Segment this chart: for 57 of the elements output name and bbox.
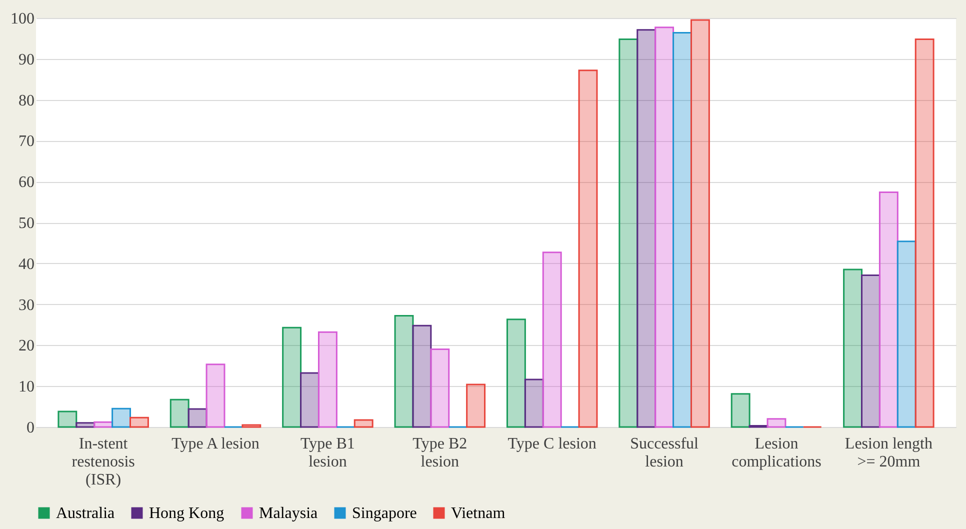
bar — [318, 331, 338, 428]
y-tick-label: 70 — [18, 133, 34, 150]
bar — [730, 393, 750, 428]
bar — [618, 38, 638, 428]
y-tick-label: 0 — [26, 420, 34, 436]
x-tick-label: Type B1 lesion — [300, 436, 355, 470]
bar — [506, 318, 526, 428]
y-tick-label: 60 — [18, 174, 34, 192]
bar — [466, 384, 486, 428]
bar — [58, 410, 78, 428]
bar — [94, 421, 114, 428]
bar — [843, 268, 863, 428]
y-tick-label: 50 — [18, 215, 34, 232]
bar — [76, 422, 96, 428]
x-tick-label: Lesion length >= 20mm — [844, 436, 932, 470]
y-tick-label: 30 — [18, 296, 34, 314]
x-tick-label: In-stent restenosis (ISR) — [72, 436, 135, 488]
bar — [672, 32, 692, 428]
bar — [878, 191, 898, 428]
bar — [654, 26, 674, 428]
bar — [188, 408, 208, 428]
bar — [206, 364, 226, 428]
bar — [861, 274, 880, 428]
y-tick-label: 40 — [18, 256, 34, 273]
bar — [129, 416, 149, 428]
bar — [112, 408, 131, 428]
bar — [300, 372, 320, 428]
x-tick-label: Lesion complications — [732, 436, 822, 470]
bar — [636, 29, 656, 428]
bar — [170, 398, 190, 428]
bar — [394, 315, 414, 428]
bar — [690, 19, 710, 428]
y-tick-label: 90 — [18, 51, 34, 68]
x-tick-label: Successful lesion — [630, 436, 700, 470]
y-tick-label: 80 — [18, 92, 34, 110]
bar — [354, 419, 374, 428]
bar — [914, 38, 934, 428]
legend-label: Singapore — [352, 505, 417, 522]
bar — [430, 348, 450, 428]
bar — [524, 378, 544, 428]
y-tick-label: 10 — [18, 378, 34, 396]
bar — [412, 324, 432, 428]
bar — [896, 240, 916, 428]
bar — [282, 326, 302, 428]
y-tick-label: 100 — [10, 10, 34, 28]
y-tick-label: 20 — [18, 338, 34, 355]
legend-label: Vietnam — [451, 505, 506, 522]
x-tick-label: Type C lesion — [508, 436, 596, 452]
legend-label: Hong Kong — [149, 505, 224, 522]
x-tick-label: Type A lesion — [172, 436, 260, 452]
bar — [542, 252, 562, 428]
x-tick-label: Type B2 lesion — [412, 436, 468, 470]
bar — [578, 70, 598, 428]
legend-label: Malaysia — [259, 505, 318, 522]
bar — [766, 418, 786, 428]
legend-label: Australia — [56, 505, 115, 522]
bar — [242, 424, 262, 428]
